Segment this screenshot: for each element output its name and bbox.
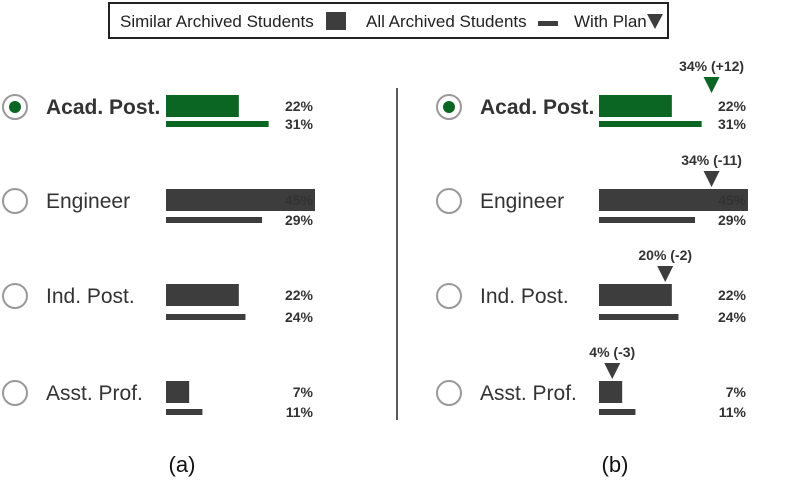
panel-b: Acad. Post. 22% 31% 34% (+12) Engineer 45% 29%… bbox=[436, 58, 748, 477]
value-label-similar-2: 22% bbox=[285, 287, 314, 303]
bar-similar-0 bbox=[599, 95, 672, 117]
legend-similar-label: Similar Archived Students bbox=[120, 12, 314, 31]
bar-similar-1 bbox=[166, 189, 315, 211]
panels: Acad. Post. 22% 31% Engineer 45% 29% Ind. Post… bbox=[2, 58, 748, 477]
plan-marker-0 bbox=[703, 77, 720, 93]
radio-button-2 bbox=[2, 283, 28, 309]
legend-all-label: All Archived Students bbox=[366, 12, 527, 31]
panel-a: Acad. Post. 22% 31% Engineer 45% 29% Ind. Post… bbox=[2, 94, 315, 477]
bar-all-3 bbox=[599, 409, 636, 415]
bar-all-1 bbox=[166, 217, 263, 223]
value-label-all-1: 29% bbox=[718, 212, 747, 228]
category-label-3: Asst. Prof. bbox=[480, 382, 577, 405]
value-label-similar-3: 7% bbox=[726, 384, 747, 400]
radio-button-2 bbox=[436, 283, 462, 309]
radio-selected-dot-0 bbox=[443, 101, 455, 113]
bar-all-2 bbox=[599, 314, 679, 320]
value-label-similar-1: 45% bbox=[285, 192, 314, 208]
category-label-3: Asst. Prof. bbox=[46, 382, 143, 405]
legend-plan-label: With Plan bbox=[574, 12, 647, 31]
bar-all-1 bbox=[599, 217, 696, 223]
bar-all-0 bbox=[166, 121, 269, 127]
plan-label-3: 4% (-3) bbox=[589, 344, 635, 360]
legend-similar-swatch bbox=[326, 12, 346, 30]
legend-all-swatch bbox=[538, 21, 558, 26]
category-label-0: Acad. Post. bbox=[480, 96, 594, 119]
plan-marker-2 bbox=[657, 266, 674, 282]
legend-box bbox=[108, 2, 669, 39]
panel-caption-1: (b) bbox=[602, 452, 629, 477]
category-label-1: Engineer bbox=[480, 190, 564, 213]
plan-marker-3 bbox=[604, 363, 621, 379]
plan-label-1: 34% (-11) bbox=[681, 152, 742, 168]
value-label-similar-0: 22% bbox=[285, 98, 314, 114]
radio-button-3 bbox=[436, 380, 462, 406]
bar-similar-2 bbox=[166, 284, 239, 306]
radio-button-1 bbox=[2, 188, 28, 214]
bar-similar-3 bbox=[599, 381, 623, 403]
bar-similar-3 bbox=[166, 381, 190, 403]
value-label-similar-2: 22% bbox=[718, 287, 747, 303]
value-label-all-1: 29% bbox=[285, 212, 314, 228]
category-label-2: Ind. Post. bbox=[46, 285, 135, 308]
value-label-all-2: 24% bbox=[285, 309, 314, 325]
radio-button-3 bbox=[2, 380, 28, 406]
value-label-similar-1: 45% bbox=[718, 192, 747, 208]
bar-all-2 bbox=[166, 314, 246, 320]
legend: Similar Archived Students All Archived S… bbox=[108, 2, 669, 39]
value-label-similar-0: 22% bbox=[718, 98, 747, 114]
value-label-similar-3: 7% bbox=[293, 384, 314, 400]
bar-similar-0 bbox=[166, 95, 239, 117]
panel-caption-0: (a) bbox=[169, 452, 196, 477]
plan-label-0: 34% (+12) bbox=[679, 58, 744, 74]
category-label-1: Engineer bbox=[46, 190, 130, 213]
value-label-all-3: 11% bbox=[719, 404, 747, 420]
value-label-all-2: 24% bbox=[718, 309, 747, 325]
category-label-2: Ind. Post. bbox=[480, 285, 569, 308]
value-label-all-3: 11% bbox=[286, 404, 314, 420]
bar-all-0 bbox=[599, 121, 702, 127]
bar-similar-2 bbox=[599, 284, 672, 306]
plan-label-2: 20% (-2) bbox=[638, 247, 692, 263]
plan-marker-1 bbox=[703, 171, 720, 187]
radio-button-1 bbox=[436, 188, 462, 214]
value-label-all-0: 31% bbox=[718, 116, 747, 132]
legend-plan-marker-icon bbox=[647, 14, 663, 29]
bar-similar-1 bbox=[599, 189, 748, 211]
radio-selected-dot-0 bbox=[9, 101, 21, 113]
bar-all-3 bbox=[166, 409, 203, 415]
category-label-0: Acad. Post. bbox=[46, 96, 160, 119]
value-label-all-0: 31% bbox=[285, 116, 314, 132]
